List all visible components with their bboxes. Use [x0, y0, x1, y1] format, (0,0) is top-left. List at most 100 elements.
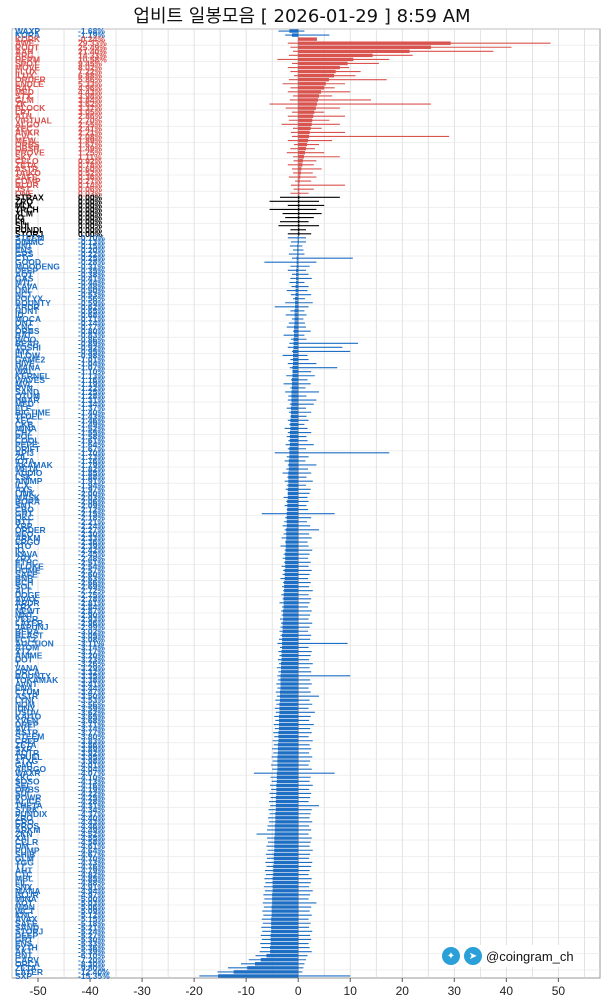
row-symbol-label: POL	[15, 432, 32, 442]
row-symbol-label: KERNEL	[15, 371, 50, 381]
row-symbol-label: KAVA	[15, 282, 38, 292]
row-change-label: -1.85%	[78, 468, 105, 478]
row-change-label: 2.55%	[78, 119, 103, 129]
row-change-label: -2.72%	[78, 586, 105, 596]
row-change-label: 2.08%	[78, 131, 103, 141]
row-change-label: 3.62%	[78, 99, 103, 109]
row-change-label: 0.00%	[78, 229, 103, 239]
row-symbol-label: AVNT	[15, 679, 38, 689]
row-symbol-label: ATOM	[15, 642, 39, 652]
row-change-label: 0.00%	[78, 209, 103, 219]
bar-body	[273, 856, 299, 861]
row-change-label: -5.12%	[78, 910, 105, 920]
bar-body	[294, 313, 299, 317]
bar-body	[275, 816, 299, 820]
row-change-label: -0.89%	[78, 338, 105, 348]
bar-body	[296, 272, 299, 277]
bar-body	[273, 860, 299, 865]
bar-body	[274, 828, 299, 832]
row-symbol-label: DEEP	[15, 930, 38, 940]
row-change-label: -5.24%	[78, 926, 105, 936]
row-change-label: -0.41%	[78, 273, 105, 283]
bar-body	[277, 747, 299, 751]
row-change-label: -1.01%	[78, 355, 105, 365]
bar-body	[298, 41, 451, 45]
row-symbol-label: WCT	[15, 906, 35, 916]
twitter-icon[interactable]: ✦	[442, 947, 460, 965]
row-symbol-label: ORBS	[15, 784, 40, 794]
row-change-label: 1.11%	[78, 152, 102, 162]
bar-body	[278, 722, 299, 727]
bar-body	[298, 37, 317, 41]
row-change-label: -4.07%	[78, 768, 105, 778]
row-change-label: -0.86%	[78, 334, 105, 344]
row-symbol-label: ENDLE	[15, 79, 44, 89]
bar-body	[287, 499, 299, 504]
bar-body	[291, 33, 299, 37]
row-change-label: -1.43%	[78, 411, 105, 421]
row-symbol-label: IDNY	[15, 703, 36, 713]
row-symbol-label: SEI	[15, 780, 29, 790]
bar-body	[274, 836, 299, 840]
bar-body	[283, 597, 299, 601]
row-change-label: -4.10%	[78, 772, 105, 782]
bar-body	[298, 94, 320, 98]
row-symbol-label: STXG	[15, 756, 39, 766]
bar-body	[293, 345, 299, 350]
row-symbol-label: CTC	[15, 253, 32, 263]
row-change-label: -3.47%	[78, 687, 105, 697]
row-change-label: -5.30%	[78, 934, 105, 944]
row-change-label: -4.88%	[78, 878, 105, 888]
row-change-label: -5.00%	[78, 894, 105, 904]
bar-body	[288, 463, 299, 467]
row-symbol-label: AKAMAK	[15, 460, 54, 470]
row-change-label: -0.80%	[78, 326, 105, 336]
row-symbol-label: ORDER	[15, 75, 46, 85]
telegram-icon[interactable]: ➤	[464, 947, 482, 965]
row-change-label: -3.50%	[78, 691, 105, 701]
row-change-label: -2.96%	[78, 618, 105, 628]
bar-body	[281, 657, 299, 662]
row-symbol-label: MNT	[15, 610, 34, 620]
row-change-label: -0.35%	[78, 265, 105, 275]
bar-body	[272, 897, 299, 901]
row-symbol-label: IQ	[15, 545, 24, 555]
row-change-label: -1.13%	[78, 371, 105, 381]
row-symbol-label: COOL	[15, 436, 40, 446]
bar-body	[298, 171, 301, 175]
row-change-label: -2.90%	[78, 610, 105, 620]
bar-body	[298, 195, 300, 200]
row-change-label: -5.21%	[78, 922, 105, 932]
row-change-label: -2.57%	[78, 565, 105, 575]
row-symbol-label: TOSHI	[15, 342, 41, 352]
bar-body	[298, 61, 348, 66]
row-symbol-label: GLM	[15, 95, 34, 105]
row-symbol-label: NEO	[15, 529, 34, 539]
bar-body	[298, 167, 302, 171]
bar-body	[298, 223, 300, 228]
bar-body	[291, 386, 299, 390]
bar-body	[298, 183, 300, 187]
bar-body	[287, 491, 299, 496]
row-change-label: -4.97%	[78, 890, 105, 900]
row-change-label: 1.49%	[78, 144, 103, 154]
bar-body	[273, 868, 299, 873]
bar-body	[279, 690, 299, 694]
row-symbol-label: TAIKO	[15, 168, 41, 178]
row-symbol-label: WAXP	[15, 26, 40, 36]
row-symbol-label: BAT	[15, 330, 33, 340]
row-change-label: -4.37%	[78, 809, 105, 819]
row-change-label: -3.62%	[78, 707, 105, 717]
row-symbol-label: MEW	[15, 136, 37, 146]
row-symbol-label: ZKN	[15, 829, 32, 839]
row-change-label: -1.16%	[78, 375, 105, 385]
bar-body	[298, 203, 300, 208]
row-symbol-label: BIGTIME	[15, 407, 51, 417]
row-symbol-label: TOKAMAK	[15, 675, 59, 685]
row-change-label: -1.37%	[78, 403, 105, 413]
row-change-label: -0.24%	[78, 34, 105, 44]
bar-body	[286, 511, 299, 516]
row-change-label: -3.68%	[78, 715, 105, 725]
row-change-label: -0.98%	[78, 350, 105, 360]
row-symbol-label: KORA	[15, 30, 40, 40]
